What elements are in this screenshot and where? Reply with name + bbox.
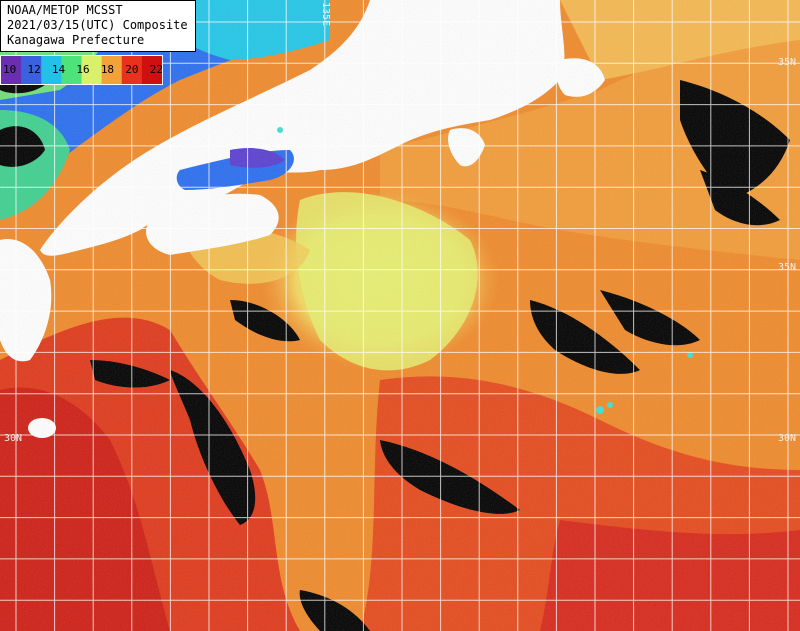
legend-swatch (121, 56, 143, 84)
legend-label: 18 (100, 63, 115, 76)
legend-label: 10 (3, 63, 17, 76)
legend-labels: 10 12 14 16 18 20 22 (3, 63, 163, 77)
legend-color-bar (1, 56, 162, 84)
legend-swatch (21, 56, 42, 84)
lat-label-35n-east: 35N (778, 57, 797, 68)
legend-swatch (81, 56, 103, 84)
legend-swatch (41, 56, 62, 84)
lon-label-135e: 135E (320, 2, 331, 27)
title-line-3: Kanagawa Prefecture (7, 33, 145, 47)
legend-swatch (141, 56, 162, 84)
title-box: NOAA/METOP MCSST 2021/03/15(UTC) Composi… (0, 0, 196, 52)
legend-label: 14 (51, 63, 66, 76)
legend-swatch (1, 56, 22, 84)
lat-label-35n-east-lower: 35N (778, 262, 797, 273)
lat-label-30n-west: 30N (4, 433, 23, 444)
legend-label: 20 (125, 63, 139, 76)
title-line-2: 2021/03/15(UTC) Composite (7, 18, 188, 32)
legend-label: 22 (149, 63, 163, 76)
legend-swatch (101, 56, 123, 84)
temperature-legend: 10 12 14 16 18 20 22 (0, 55, 163, 85)
legend-label: 16 (76, 63, 90, 76)
legend-label: 12 (27, 63, 41, 76)
title-line-1: NOAA/METOP MCSST (7, 3, 123, 17)
lat-label-30n-east: 30N (778, 433, 797, 444)
legend-swatch (61, 56, 83, 84)
